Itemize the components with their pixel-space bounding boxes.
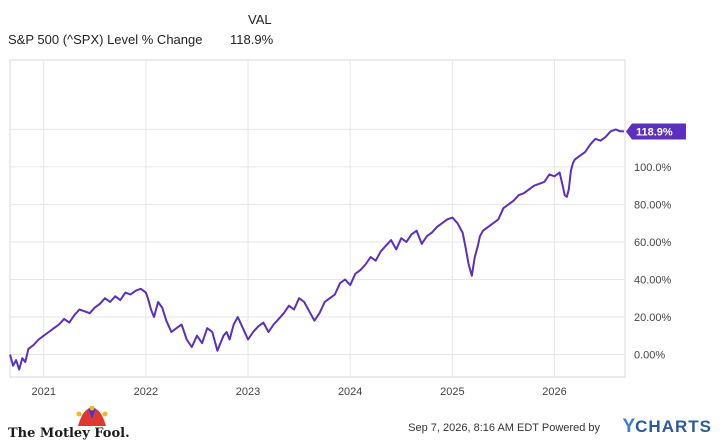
grid-lines bbox=[10, 60, 625, 377]
y-tick-label: 60.00% bbox=[634, 237, 672, 249]
legend-series-name: S&P 500 (^SPX) Level % Change bbox=[8, 32, 203, 47]
line-chart: 2021 2022 2023 2024 2025 2026 0.00% 20.00% 40.0… bbox=[9, 59, 686, 398]
y-axis-ticks: 0.00%20.00%40.00%60.00%80.00%100.0%120.0… bbox=[634, 124, 672, 361]
x-tick-label: 2022 bbox=[134, 386, 158, 398]
legend-series-value: 118.9% bbox=[230, 32, 274, 47]
x-tick-label: 2024 bbox=[338, 386, 362, 398]
x-tick-label: 2026 bbox=[542, 386, 566, 398]
y-tick-label: 80.00% bbox=[634, 199, 672, 211]
x-tick-label: 2023 bbox=[236, 386, 260, 398]
motley-fool-logo: The Motley Fool. bbox=[8, 406, 138, 441]
legend-value-header: VAL bbox=[248, 12, 272, 27]
y-tick-label: 100.0% bbox=[634, 162, 672, 174]
y-tick-label: 20.00% bbox=[634, 312, 672, 324]
series-line-spx bbox=[9, 128, 625, 371]
powered-by-text: Powered by bbox=[541, 422, 600, 434]
end-value-flag-shape bbox=[625, 123, 686, 140]
end-value-flag: 118.9% bbox=[625, 123, 686, 140]
footer: The Motley Fool. Sep 7, 2026, 8:16 AM ED… bbox=[0, 400, 720, 441]
timestamp: Sep 7, 2026, 8:16 AM EDT bbox=[408, 422, 539, 434]
y-tick-label: 40.00% bbox=[634, 274, 672, 286]
motley-fool-wordmark: The Motley Fool. bbox=[8, 426, 130, 441]
ycharts-wordmark: CHARTS bbox=[635, 417, 712, 436]
plot-area bbox=[9, 59, 626, 378]
ycharts-logo[interactable]: YCHARTS bbox=[622, 416, 712, 438]
jester-hat-icon bbox=[76, 406, 108, 426]
x-tick-label: 2021 bbox=[31, 386, 55, 398]
x-tick-label: 2025 bbox=[440, 386, 464, 398]
footer-stamp: Sep 7, 2026, 8:16 AM EDT Powered by bbox=[408, 422, 600, 434]
y-tick-label: 0.00% bbox=[634, 349, 665, 361]
ycharts-y-mark: Y bbox=[622, 416, 636, 437]
end-value-label: 118.9% bbox=[636, 126, 673, 138]
x-axis-ticks: 2021 2022 2023 2024 2025 2026 bbox=[31, 386, 566, 398]
